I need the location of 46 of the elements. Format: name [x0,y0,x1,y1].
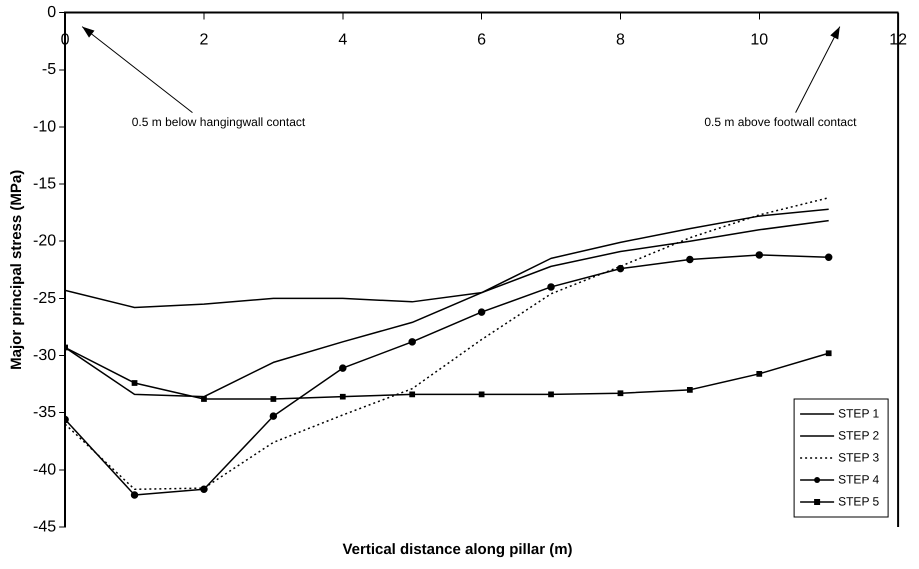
legend-label: STEP 3 [838,450,880,464]
y-axis-title: Major principal stress (MPa) [8,170,26,370]
point [826,350,832,356]
x-tick-label: 8 [616,32,625,49]
point [408,338,416,346]
point [270,396,276,402]
x-tick-label: 10 [750,32,768,49]
y-tick-label: -35 [33,404,56,422]
y-tick-label: -40 [33,461,56,478]
y-tick-label: -25 [33,290,56,307]
point [409,392,416,398]
point [618,390,624,396]
y-tick-label: -5 [42,61,56,78]
point [756,370,762,377]
point [548,392,554,398]
point [478,392,484,398]
point [547,283,555,291]
x-tick-label: 6 [477,32,486,49]
point [200,486,208,494]
x-axis-title: Vertical distance along pillar (m) [342,541,573,558]
point [339,364,347,372]
y-tick-label: 0 [47,4,56,22]
legend-label: STEP 1 [838,406,880,420]
point [686,386,693,393]
annotation: 0.5 m above footwall contact [704,114,858,129]
y-tick-label: -15 [33,175,56,192]
point [132,380,138,386]
y-tick-label: -10 [33,118,56,136]
point [686,256,694,264]
y-tick-label: -30 [33,346,56,364]
point [201,396,207,402]
y-tick-label: -20 [33,232,56,250]
x-tick-label: 4 [338,32,348,49]
point [824,253,832,261]
point [616,264,624,272]
point [756,251,764,259]
legend-label: STEP 4 [838,472,880,486]
x-tick-label: 2 [200,32,208,49]
y-tick-label: -45 [33,518,56,536]
point [478,308,486,316]
legend-label: STEP 5 [838,494,880,508]
point [340,394,346,400]
point [130,491,138,499]
annotation: 0.5 m below hangingwall contact [132,114,306,129]
point [270,412,278,420]
legend-label: STEP 2 [838,428,880,442]
